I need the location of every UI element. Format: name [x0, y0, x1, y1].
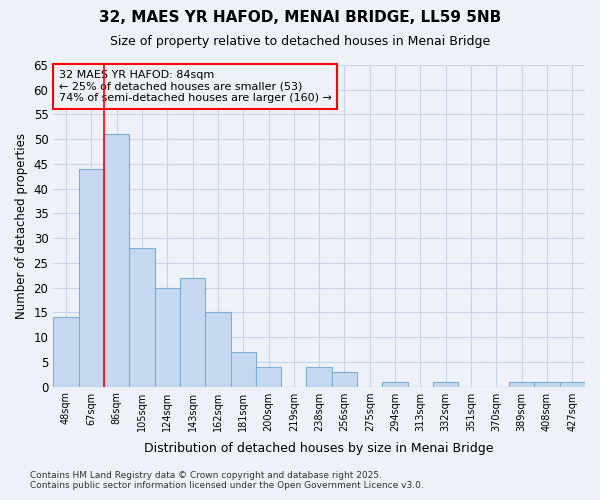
Bar	[560, 382, 585, 386]
Bar	[104, 134, 129, 386]
Text: Contains HM Land Registry data © Crown copyright and database right 2025.
Contai: Contains HM Land Registry data © Crown c…	[30, 470, 424, 490]
Bar	[332, 372, 357, 386]
Bar	[307, 366, 332, 386]
Bar	[79, 169, 104, 386]
X-axis label: Distribution of detached houses by size in Menai Bridge: Distribution of detached houses by size …	[145, 442, 494, 455]
Bar	[433, 382, 458, 386]
Text: Size of property relative to detached houses in Menai Bridge: Size of property relative to detached ho…	[110, 35, 490, 48]
Bar	[382, 382, 408, 386]
Y-axis label: Number of detached properties: Number of detached properties	[15, 133, 28, 319]
Bar	[129, 248, 155, 386]
Bar	[180, 278, 205, 386]
Bar	[205, 312, 230, 386]
Bar	[256, 366, 281, 386]
Bar	[155, 288, 180, 386]
Bar	[230, 352, 256, 386]
Text: 32 MAES YR HAFOD: 84sqm
← 25% of detached houses are smaller (53)
74% of semi-de: 32 MAES YR HAFOD: 84sqm ← 25% of detache…	[59, 70, 331, 103]
Bar	[53, 318, 79, 386]
Text: 32, MAES YR HAFOD, MENAI BRIDGE, LL59 5NB: 32, MAES YR HAFOD, MENAI BRIDGE, LL59 5N…	[99, 10, 501, 25]
Bar	[509, 382, 535, 386]
Bar	[535, 382, 560, 386]
